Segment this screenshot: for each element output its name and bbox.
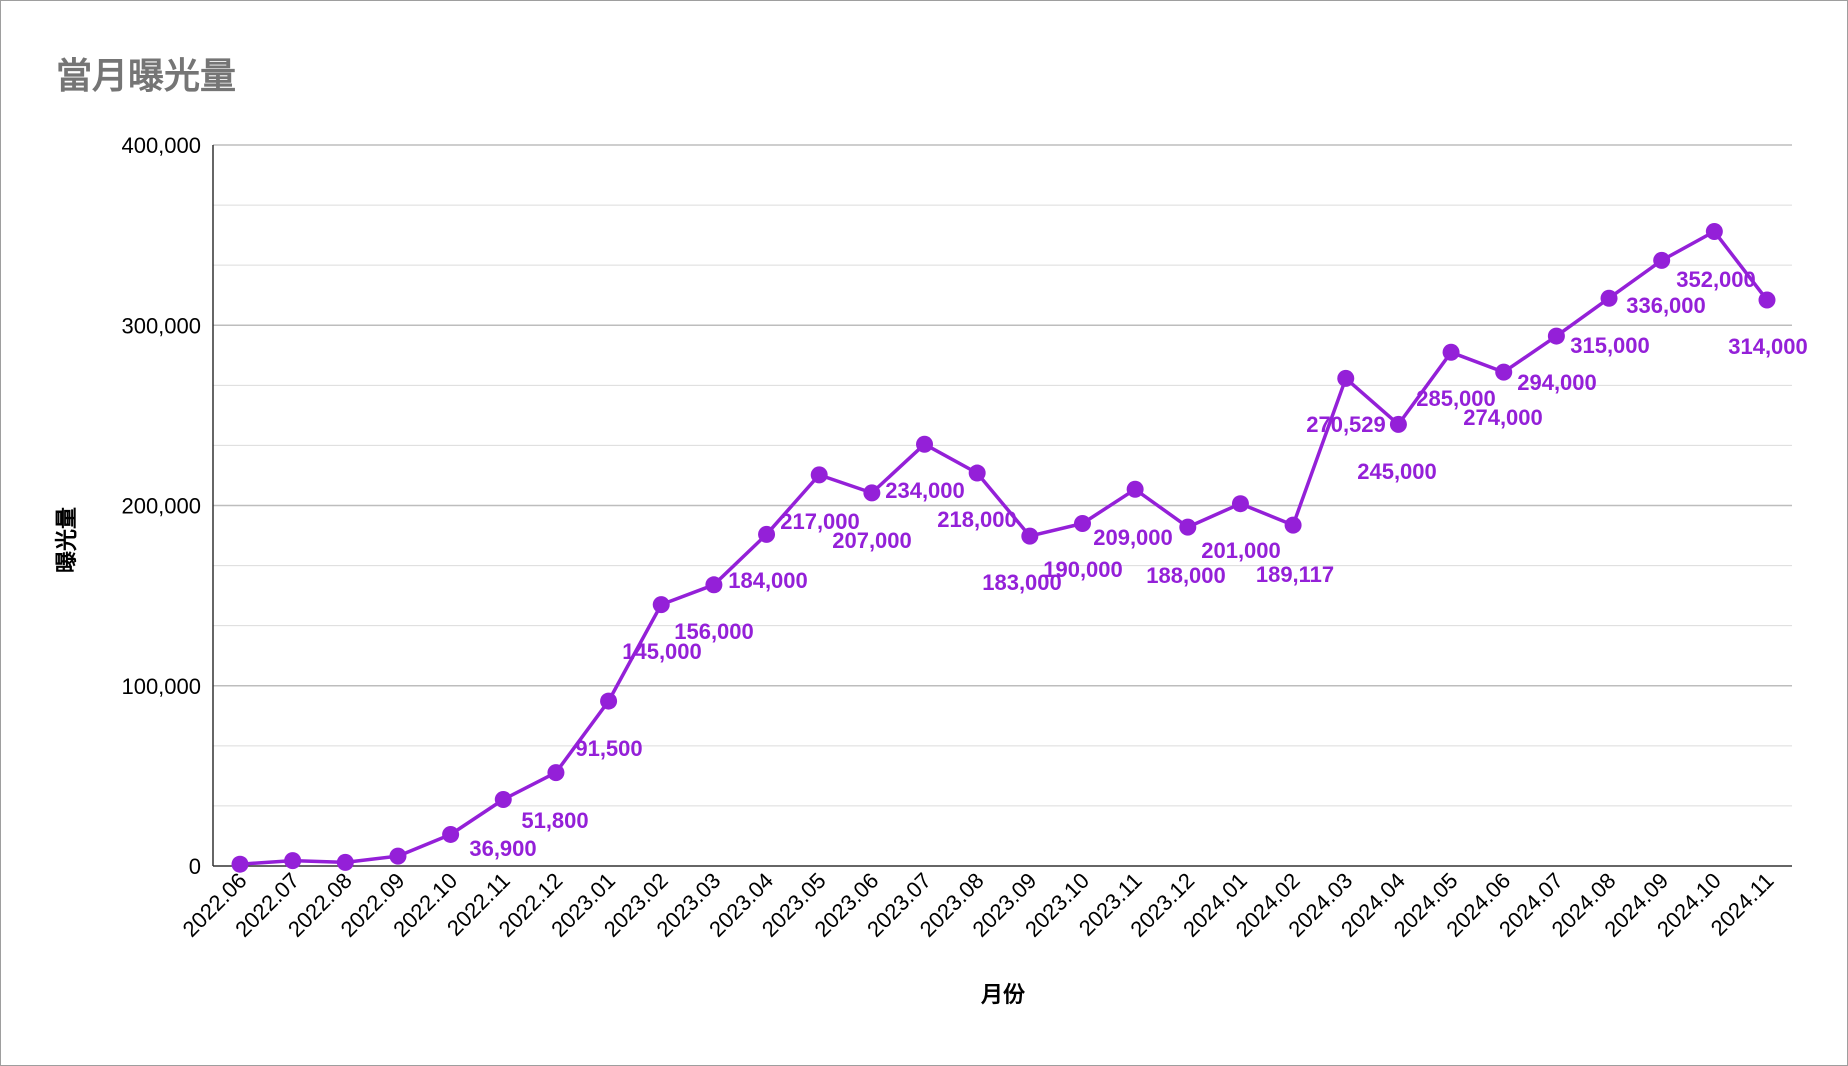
data-label: 188,000 (1146, 563, 1226, 588)
data-point (758, 525, 776, 543)
data-label: 314,000 (1728, 334, 1808, 359)
data-point (1705, 223, 1723, 241)
data-point (1758, 291, 1776, 309)
data-point (863, 484, 881, 502)
data-point (968, 464, 986, 482)
data-label: 245,000 (1357, 459, 1437, 484)
data-label: 156,000 (674, 619, 754, 644)
data-point (1389, 415, 1407, 433)
data-label: 91,500 (575, 736, 642, 761)
series-path (238, 229, 1769, 866)
data-point (1126, 480, 1144, 498)
data-point (652, 596, 670, 614)
data-point (810, 466, 828, 484)
data-point (389, 847, 407, 865)
data-label: 36,900 (469, 836, 536, 861)
data-point (1600, 289, 1618, 307)
series-line (231, 223, 1776, 873)
data-point (547, 764, 565, 782)
y-tick-label: 100,000 (121, 674, 201, 699)
gridlines (213, 144, 1792, 807)
data-label: 270,529 (1306, 412, 1386, 437)
data-point (1547, 327, 1565, 345)
data-label: 218,000 (937, 507, 1017, 532)
data-label: 352,000 (1676, 267, 1756, 292)
data-point (494, 790, 512, 808)
x-axis-label: 月份 (980, 983, 1026, 1008)
data-label: 183,000 (982, 570, 1062, 595)
data-point (1179, 518, 1197, 536)
data-label: 209,000 (1093, 525, 1173, 550)
data-point (916, 435, 934, 453)
data-label: 189,117 (1256, 562, 1334, 587)
data-label: 234,000 (885, 478, 965, 503)
chart-title: 當月曝光量 (56, 56, 236, 97)
data-label: 294,000 (1517, 370, 1597, 395)
data-label: 207,000 (832, 528, 912, 553)
data-point (336, 853, 354, 871)
y-axis-label: 曝光量 (55, 507, 80, 573)
data-point (1231, 495, 1249, 513)
y-tick-label: 0 (189, 854, 201, 879)
data-point (1495, 363, 1513, 381)
data-label: 190,000 (1043, 557, 1123, 582)
data-point (231, 855, 249, 873)
y-tick-label: 400,000 (121, 133, 201, 158)
data-point (705, 576, 723, 594)
data-label: 184,000 (728, 568, 808, 593)
data-point (1653, 251, 1671, 269)
data-point (284, 852, 302, 870)
data-point (1073, 515, 1091, 533)
y-tick-label: 200,000 (121, 494, 201, 519)
data-point (1337, 369, 1355, 387)
data-label: 51,800 (521, 808, 588, 833)
data-label: 336,000 (1626, 293, 1706, 318)
data-point (442, 825, 460, 843)
data-label: 201,000 (1201, 538, 1281, 563)
data-point (1442, 343, 1460, 361)
y-axis-ticks: 0 100,000 200,000 300,000 400,000 (121, 133, 201, 879)
axes (212, 145, 1792, 867)
x-axis-ticks: 2022.062022.072022.082022.092022.102022.… (178, 868, 1779, 942)
data-label: 274,000 (1463, 405, 1543, 430)
data-label: 315,000 (1570, 333, 1650, 358)
data-label: 285,000 (1416, 386, 1496, 411)
data-point (600, 692, 618, 710)
data-label: 145,000 (622, 639, 702, 664)
data-point (1284, 516, 1302, 534)
data-point (1021, 527, 1039, 545)
data-label: 217,000 (780, 509, 860, 534)
y-tick-label: 300,000 (121, 313, 201, 338)
